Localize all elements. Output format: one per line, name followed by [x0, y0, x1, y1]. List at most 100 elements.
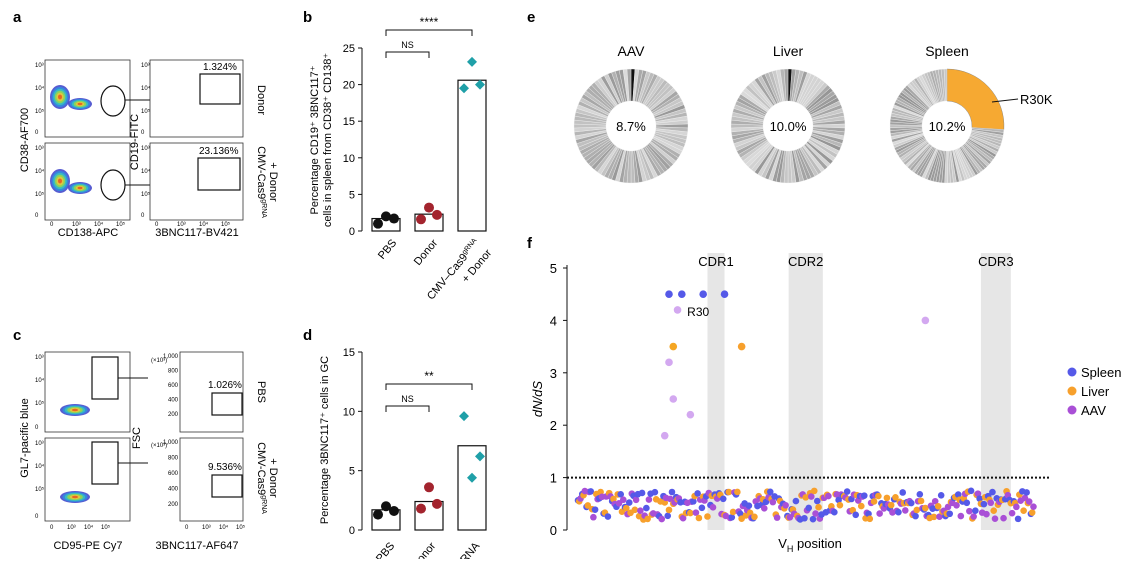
- legend-label: Spleen: [1081, 365, 1121, 380]
- legend-marker: [1067, 367, 1077, 377]
- tick-label: 10⁵: [141, 108, 151, 115]
- data-point: [805, 504, 813, 512]
- data-point: [934, 503, 942, 510]
- gate-percent-c-top: 1.026%: [208, 380, 242, 391]
- data-point-highlight: [669, 395, 678, 403]
- cdr-region-label: CDR3: [978, 254, 1013, 269]
- donut-slice: [626, 68, 632, 102]
- tick-label: 0: [35, 130, 39, 136]
- category-label: Donor: [410, 540, 439, 559]
- fsc-unit-top: (×10³): [151, 358, 167, 364]
- data-point: [812, 510, 819, 517]
- data-point: [946, 510, 954, 518]
- data-point: [815, 503, 822, 511]
- significance-bracket: [385, 383, 473, 390]
- legend-label: AAV: [1081, 403, 1106, 418]
- y-tick-label: 4: [550, 313, 557, 328]
- density-blob: [58, 94, 62, 100]
- data-point: [913, 506, 921, 514]
- fsc-tick-label: 600: [168, 471, 179, 477]
- data-point-highlight: [720, 290, 729, 299]
- data-point: [709, 503, 717, 511]
- y-tick-label: 1: [550, 471, 557, 486]
- data-point: [807, 493, 815, 500]
- data-point: [389, 506, 399, 517]
- cdr-region: [788, 253, 823, 530]
- data-point: [957, 512, 965, 520]
- data-point: [825, 492, 832, 500]
- donut-slice-highlight: [946, 68, 1005, 130]
- tick-label: 10⁵: [35, 108, 45, 115]
- gate-percent-a-top: 1.324%: [203, 62, 237, 73]
- data-point: [651, 488, 659, 496]
- tick-label: 10³: [177, 222, 186, 228]
- panel-letter-c: c: [13, 327, 21, 344]
- data-point-highlight: [660, 431, 669, 440]
- data-point-diamond: [459, 83, 469, 94]
- tick-label: 0: [35, 425, 39, 431]
- data-point: [782, 501, 789, 509]
- y-tick-label: 3: [550, 366, 557, 381]
- data-point: [719, 495, 727, 503]
- data-point: [922, 504, 929, 512]
- data-point: [381, 501, 391, 512]
- tick-label: 10⁴: [199, 221, 209, 228]
- data-point: [916, 491, 924, 498]
- gate-percent-c-bottom: 9.536%: [208, 462, 242, 473]
- significance-bracket: [385, 51, 430, 58]
- fsc-unit-bottom: (×10³): [151, 443, 167, 449]
- data-point: [875, 492, 882, 500]
- data-point: [766, 488, 774, 496]
- fsc-tick-label: 600: [168, 383, 179, 389]
- donut-title: Liver: [773, 43, 804, 59]
- data-point: [625, 499, 633, 506]
- tick-label: 10³: [35, 355, 44, 361]
- data-point: [966, 507, 973, 515]
- axis-label-c-y: GL7-pacific blue: [19, 398, 31, 478]
- panel-letter-a: a: [13, 9, 22, 26]
- data-point: [584, 502, 592, 509]
- gate-ellipse-a-top: [100, 85, 126, 117]
- data-point: [813, 497, 821, 505]
- data-point: [930, 513, 938, 521]
- tick-label: 10³: [35, 441, 44, 447]
- data-point: [1000, 514, 1007, 522]
- data-point-highlight: [673, 306, 682, 314]
- data-point: [664, 512, 672, 520]
- tick-label: 10⁵: [35, 191, 45, 198]
- legend-marker: [1067, 386, 1077, 396]
- data-point: [836, 501, 844, 509]
- data-point: [637, 507, 644, 514]
- axis-label-c-y2: FSC: [131, 427, 143, 449]
- row-label-c-bottom-main: CMV-Cas9: [255, 442, 267, 495]
- data-point: [980, 500, 988, 508]
- data-point: [694, 490, 701, 497]
- axis-label-f-x: VH position: [778, 536, 842, 554]
- tick-label: 10⁵: [141, 191, 151, 198]
- donut-title: Spleen: [925, 43, 969, 59]
- data-point: [936, 513, 943, 520]
- y-tick-label: 0: [349, 525, 355, 537]
- data-point-highlight: [669, 342, 678, 351]
- data-point: [373, 509, 383, 520]
- density-blob: [72, 408, 78, 412]
- data-point-highlight: [737, 342, 746, 351]
- row-label-c-bottom-2: + Donor: [267, 458, 279, 498]
- data-point-highlight: [665, 358, 673, 367]
- tick-label: 0: [50, 222, 54, 228]
- data-point: [866, 515, 874, 523]
- panel-a: a 1.324% 23.136% CD38-AF700 CD138-APC CD…: [13, 9, 279, 239]
- tick-label: 0: [141, 213, 145, 219]
- panel-c: c 1.026% 9.536% 1,000 800 600 400 200 1,000 80…: [13, 327, 279, 552]
- tick-label: 10⁵: [35, 486, 45, 493]
- donut-slice: [783, 68, 789, 102]
- axis-label-a-y: CD38-AF700: [19, 108, 31, 172]
- data-point: [773, 514, 781, 521]
- row-label-a-bottom-2: + Donor: [267, 162, 279, 202]
- data-point: [865, 510, 872, 518]
- data-point: [769, 498, 777, 506]
- data-point: [631, 506, 639, 514]
- tick-label: 0: [35, 514, 39, 520]
- tick-label: 0: [141, 130, 145, 136]
- density-blob: [72, 495, 78, 499]
